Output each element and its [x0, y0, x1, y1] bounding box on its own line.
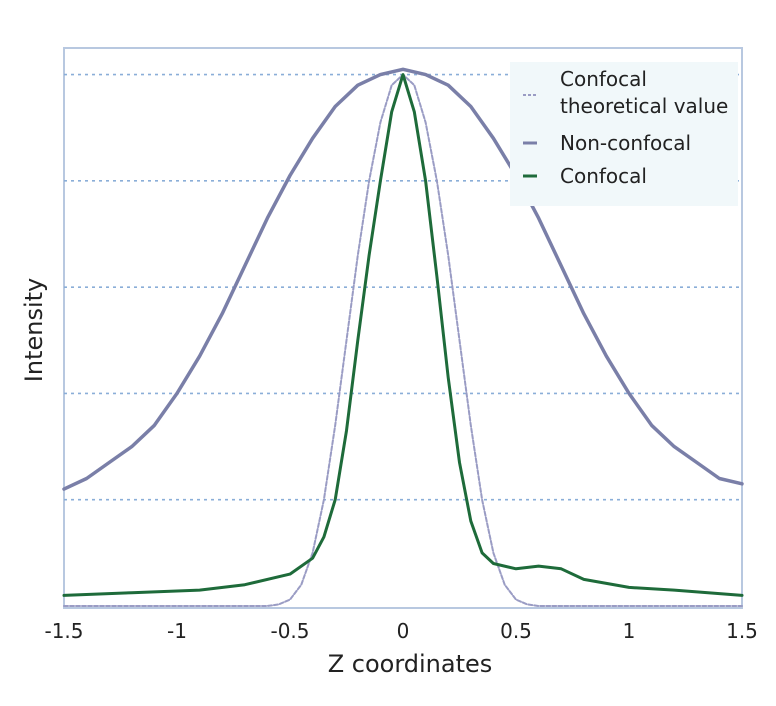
legend-label-confocal-theoretical-line2: theoretical value [560, 94, 728, 118]
x-tick-label: 1 [623, 619, 636, 643]
x-tick-label: -1 [167, 619, 187, 643]
series-line-confocal [62, 73, 744, 597]
series-layer [62, 67, 744, 607]
legend: Confocal theoretical value Non-confocal … [510, 62, 738, 206]
x-tick-label: 0 [397, 619, 410, 643]
x-tick-label: -0.5 [270, 619, 309, 643]
x-tick-label: 1.5 [726, 619, 758, 643]
legend-label-confocal: Confocal [560, 164, 647, 188]
x-axis-title: Z coordinates [328, 650, 493, 678]
x-tick-label: 0.5 [500, 619, 532, 643]
legend-label-non-confocal: Non-confocal [560, 131, 691, 155]
legend-label-confocal-theoretical-line1: Confocal [560, 67, 647, 91]
x-tick-label: -1.5 [44, 619, 83, 643]
legend-background [510, 62, 738, 206]
y-axis-title: Intensity [20, 278, 48, 382]
series-line-non-confocal [62, 67, 744, 491]
x-axis-ticks: -1.5 -1 -0.5 0 0.5 1 1.5 [44, 619, 757, 643]
